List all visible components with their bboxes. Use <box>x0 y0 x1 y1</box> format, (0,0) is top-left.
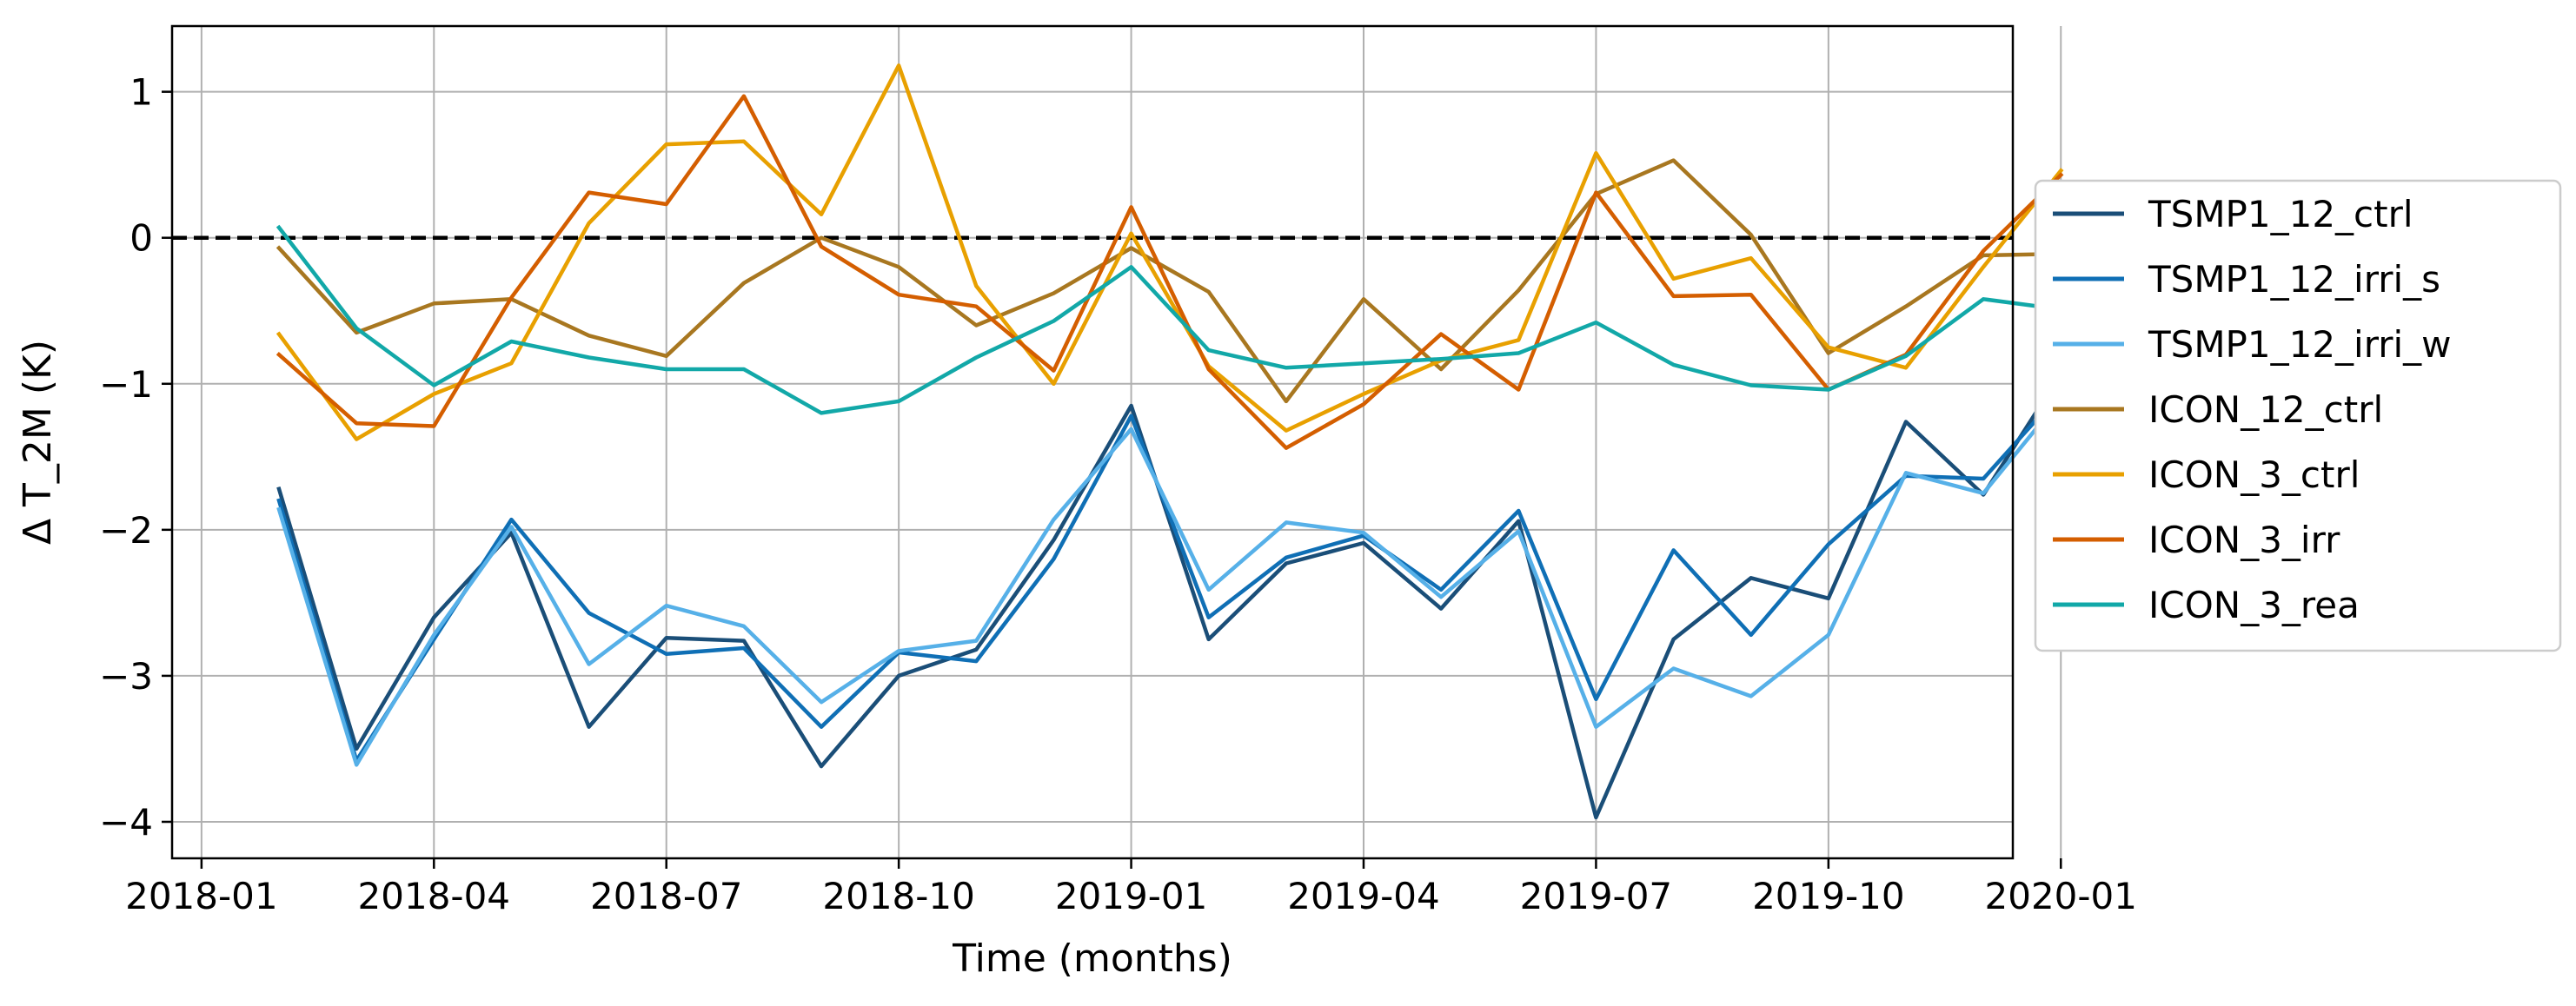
y-axis-title: Δ T_2M (K) <box>16 340 60 545</box>
x-tick-label: 2018-01 <box>125 875 278 917</box>
x-tick-label: 2019-10 <box>1752 875 1905 917</box>
y-tick-label: −2 <box>99 509 153 552</box>
legend-label: ICON_12_ctrl <box>2148 388 2383 431</box>
legend-label: ICON_3_rea <box>2148 584 2360 626</box>
legend-label: TSMP1_12_ctrl <box>2148 193 2413 235</box>
x-axis-title: Time (months) <box>952 937 1232 981</box>
x-tick-label: 2019-04 <box>1287 875 1440 917</box>
x-tick-label: 2019-07 <box>1520 875 1673 917</box>
x-tick-label: 2019-01 <box>1055 875 1208 917</box>
x-tick-label: 2018-07 <box>590 875 743 917</box>
y-tick-label: −3 <box>99 655 153 698</box>
series-line-tsmp1-12-irri-w <box>276 395 2064 767</box>
series-line-icon-3-ctrl <box>276 63 2064 441</box>
x-axis-ticks: 2018-01 2018-04 2018-07 2018-10 2019-01 2019-… <box>125 858 2137 917</box>
y-tick-label: −1 <box>99 363 153 406</box>
y-tick-label: −4 <box>99 801 153 844</box>
plot-frame <box>170 24 2015 860</box>
y-tick-label: 0 <box>129 217 153 260</box>
series-line-icon-3-irr <box>276 94 2064 450</box>
y-tick-label: 1 <box>129 71 153 114</box>
series-line-tsmp1-12-ctrl <box>276 370 2064 820</box>
legend-label: TSMP1_12_irri_w <box>2148 323 2452 366</box>
x-tick-label: 2018-10 <box>822 875 975 917</box>
legend: TSMP1_12_ctrl TSMP1_12_irri_s TSMP1_12_irr… <box>2034 179 2562 652</box>
legend-box <box>2034 179 2562 652</box>
x-tick-label: 2020-01 <box>1985 875 2138 917</box>
y-axis-ticks: 1 0 −1 −2 −3 −4 <box>99 71 172 844</box>
legend-label: TSMP1_12_irri_s <box>2148 258 2440 301</box>
series-line-icon-12-ctrl <box>276 158 2063 404</box>
x-tick-label: 2018-04 <box>358 875 511 917</box>
series-line-tsmp1-12-irri-s <box>276 389 2064 763</box>
legend-label: ICON_3_ctrl <box>2148 453 2360 496</box>
series-line-icon-3-rea <box>276 224 2063 415</box>
series-lines <box>276 63 2064 820</box>
legend-label: ICON_3_irr <box>2148 519 2340 561</box>
